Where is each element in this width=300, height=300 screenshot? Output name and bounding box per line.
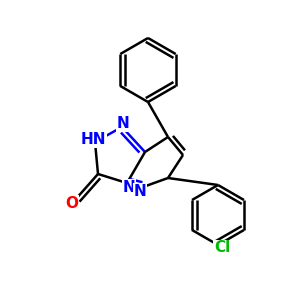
Text: N: N [117, 116, 129, 131]
Text: O: O [65, 196, 79, 211]
Text: N: N [134, 184, 146, 199]
Text: Cl: Cl [214, 241, 230, 256]
Text: HN: HN [80, 133, 106, 148]
Text: N: N [123, 179, 135, 194]
